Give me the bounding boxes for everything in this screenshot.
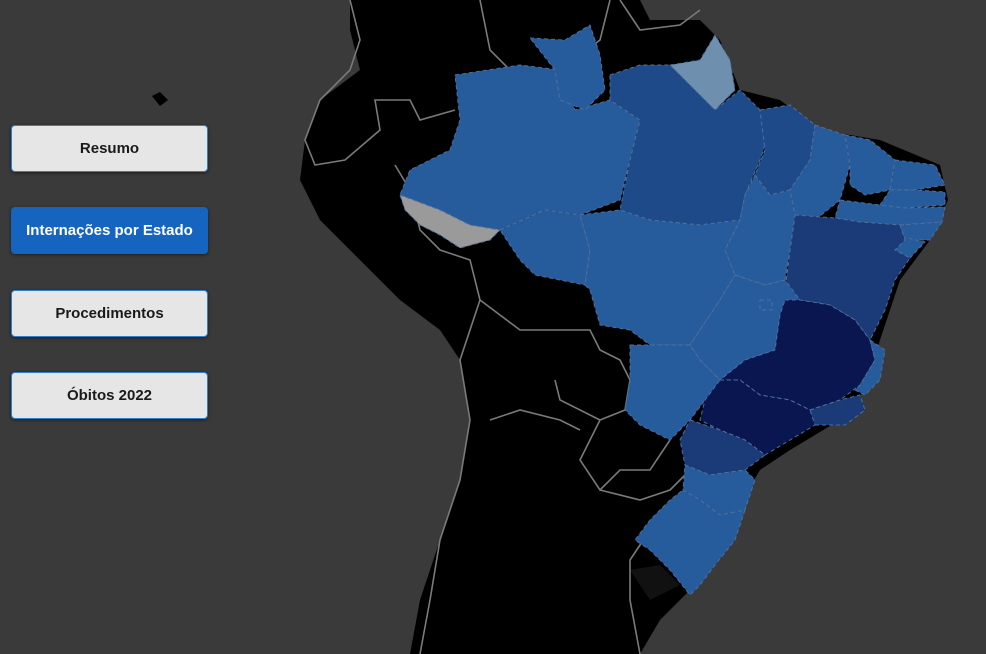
obitos-2022-button[interactable]: Óbitos 2022 [11, 372, 208, 419]
internacoes-por-estado-button[interactable]: Internações por Estado [11, 207, 208, 254]
state-PA[interactable] [609, 64, 771, 226]
state-DF[interactable] [759, 299, 773, 311]
resumo-button-label: Resumo [79, 140, 140, 157]
procedimentos-button[interactable]: Procedimentos [11, 290, 208, 337]
state-RS[interactable] [634, 489, 746, 596]
state-SP[interactable] [699, 379, 816, 456]
state-PI[interactable] [789, 124, 851, 221]
state-RN[interactable] [889, 159, 946, 191]
state-ES[interactable] [854, 339, 886, 396]
state-PB[interactable] [879, 189, 946, 209]
island [630, 565, 680, 600]
island [550, 536, 566, 550]
state-RJ[interactable] [809, 394, 866, 426]
procedimentos-button-label: Procedimentos [55, 305, 164, 322]
brazil-states [399, 24, 946, 596]
obitos-2022-button-label: Óbitos 2022 [66, 387, 153, 404]
state-AC[interactable] [399, 194, 501, 249]
resumo-button[interactable]: Resumo [11, 125, 208, 172]
state-CE[interactable] [844, 134, 896, 196]
island [152, 92, 168, 106]
internacoes-por-estado-button-label: Internações por Estado [26, 222, 193, 239]
state-RR[interactable] [529, 24, 606, 111]
